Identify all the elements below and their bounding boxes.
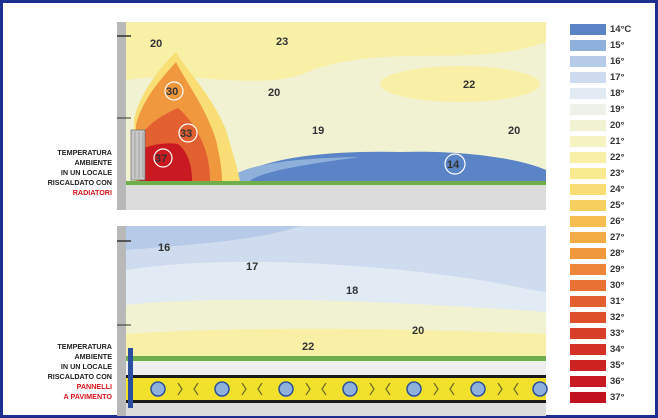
scale-swatch [570, 232, 606, 243]
scale-swatch [570, 120, 606, 131]
scale-swatch [570, 24, 606, 35]
scale-label: 21° [610, 136, 625, 147]
floor-1 [126, 181, 546, 185]
scale-swatch [570, 152, 606, 163]
scale-swatch [570, 136, 606, 147]
scale-swatch [570, 264, 606, 275]
scale-label: 35° [610, 360, 625, 371]
scale-label: 33° [610, 328, 625, 339]
scale-swatch [570, 376, 606, 387]
temp-label: 20 [412, 325, 424, 337]
scale-label: 23° [610, 168, 625, 179]
scale-label: 32° [610, 312, 625, 323]
scale-label: 29° [610, 264, 625, 275]
label-radiators: Temperatura ambiente in un locale riscal… [47, 148, 112, 197]
temp-label: 19 [312, 125, 324, 137]
scale-label: 27° [610, 232, 625, 243]
scale-swatch [570, 88, 606, 99]
temp-label: 30 [166, 86, 178, 98]
scale-swatch [570, 104, 606, 115]
scale-swatch [570, 248, 606, 259]
temp-label: 18 [346, 285, 358, 297]
scale-swatch [570, 168, 606, 179]
temp-label: 37 [155, 153, 167, 165]
scale-label: 20° [610, 120, 625, 131]
temp-label: 22 [463, 79, 475, 91]
temp-label: 20 [268, 87, 280, 99]
scale-label: 22° [610, 152, 625, 163]
wall-2 [117, 226, 126, 416]
heating-layer [126, 378, 546, 400]
temp-label: 20 [150, 38, 162, 50]
scale-swatch [570, 40, 606, 51]
scale-swatch [570, 312, 606, 323]
scale-swatch [570, 280, 606, 291]
panel-floor-heating: 16 17 18 20 22 [117, 226, 548, 416]
temp-label: 20 [508, 125, 520, 137]
temp-label: 17 [246, 261, 258, 273]
scale-label: 14°C [610, 24, 632, 35]
scale-swatch [570, 72, 606, 83]
scale-swatch [570, 392, 606, 403]
screed [126, 361, 546, 375]
slab-1 [126, 185, 546, 210]
scale-label: 31° [610, 296, 625, 307]
scale-label: 34° [610, 344, 625, 355]
scale-label: 19° [610, 104, 625, 115]
temp-label: 33 [180, 128, 192, 140]
scale-label: 18° [610, 88, 625, 99]
scale-label: 37° [610, 392, 625, 403]
scale-label: 24° [610, 184, 625, 195]
panel-radiators: 20 23 30 20 22 33 19 20 37 14 [117, 22, 546, 210]
scale-swatch [570, 200, 606, 211]
floor-pipes [150, 381, 548, 397]
scale-label: 28° [610, 248, 625, 259]
scale-label: 25° [610, 200, 625, 211]
zone-37 [140, 143, 192, 181]
label-floor-panels: Temperatura ambiente in un locale riscal… [47, 342, 112, 401]
scale-swatch [570, 344, 606, 355]
scale-label: 16° [610, 56, 625, 67]
temp-label: 16 [158, 242, 170, 254]
scale-swatch [570, 56, 606, 67]
wall-1 [117, 22, 126, 210]
radiator-icon [130, 129, 146, 181]
scale-label: 30° [610, 280, 625, 291]
zone-16 [126, 226, 300, 250]
temp-label: 22 [302, 341, 314, 353]
scale-label: 36° [610, 376, 625, 387]
temp-label: 14 [447, 159, 460, 171]
scale-label: 17° [610, 72, 625, 83]
zone-15 [226, 157, 360, 181]
scale-label: 15° [610, 40, 625, 51]
scale-label: 26° [610, 216, 625, 227]
zone-22-floor [126, 328, 546, 356]
slab-2 [126, 403, 546, 416]
scale-swatch [570, 360, 606, 371]
zone-22 [380, 66, 540, 102]
scale-swatch [570, 296, 606, 307]
floor-2 [126, 356, 546, 361]
scale-swatch [570, 216, 606, 227]
temp-label: 23 [276, 36, 288, 48]
scale-swatch [570, 184, 606, 195]
scale-swatch [570, 328, 606, 339]
zone-23 [126, 22, 546, 81]
